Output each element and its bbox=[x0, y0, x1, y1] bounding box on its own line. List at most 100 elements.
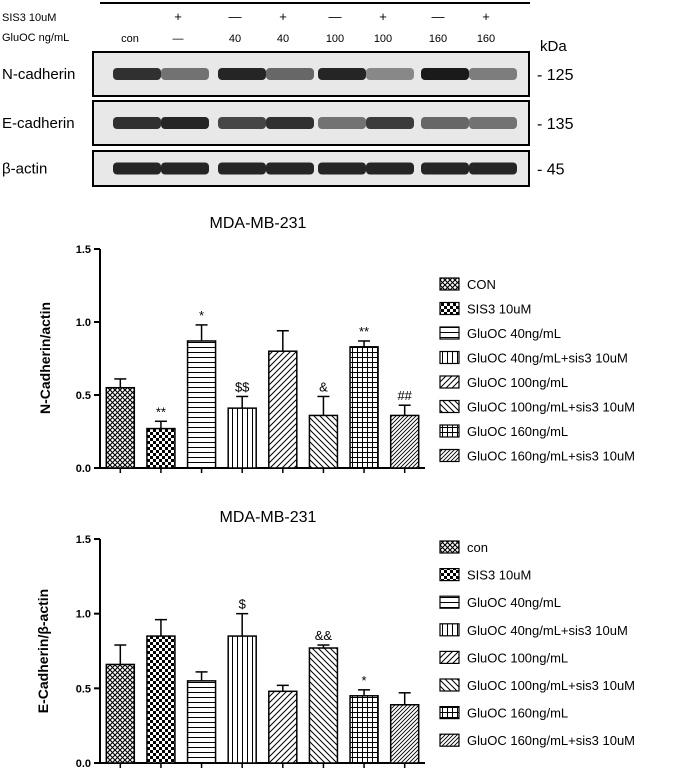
blot-band bbox=[266, 68, 314, 80]
bar bbox=[349, 695, 379, 764]
treatment-label-sis3: SIS3 10uM bbox=[2, 12, 56, 24]
legend-item: GluOC 40ng/mL+sis3 10uM bbox=[467, 623, 628, 638]
y-tick-label: 1.5 bbox=[76, 244, 91, 256]
blot-band bbox=[421, 68, 469, 80]
treatment-mark: con bbox=[121, 33, 139, 45]
blot-band bbox=[318, 117, 366, 129]
chart1-plot: 0.00.51.01.5***$$ &**## bbox=[76, 244, 425, 475]
data-label: && bbox=[315, 628, 333, 643]
bar bbox=[105, 386, 136, 469]
legend-item: SIS3 10uM bbox=[467, 568, 531, 583]
bar bbox=[227, 635, 257, 764]
treatment-mark: 160 bbox=[429, 33, 447, 45]
blot-band bbox=[469, 68, 517, 80]
legend-swatch bbox=[439, 375, 460, 389]
treatment-mark: + bbox=[379, 9, 387, 24]
western-blot: SIS3 10uM GluOC ng/mL kDa + — + — + — + con — 40 4… bbox=[2, 2, 574, 187]
y-tick-label: 0.0 bbox=[76, 758, 91, 769]
blot-rows: N-cadherin - 125 E-cadherin - 135 β-actin - 4… bbox=[2, 51, 574, 187]
blot-kda-marker: - 135 bbox=[537, 116, 574, 133]
legend-item: GluOC 100ng/mL+sis3 10uM bbox=[467, 400, 635, 415]
blot-band bbox=[161, 162, 209, 175]
legend-swatch bbox=[439, 595, 460, 609]
treatment-mark: + bbox=[482, 9, 490, 24]
legend-swatch bbox=[439, 678, 460, 692]
bar bbox=[186, 340, 217, 469]
chart1-title: MDA-MB-231 bbox=[210, 215, 307, 232]
bar bbox=[105, 663, 136, 764]
chart-e-cadherin: MDA-MB-231 E-Cadherin/β-actin 0.0 0.5 1.0 1… bbox=[35, 509, 635, 769]
blot-band bbox=[266, 117, 314, 129]
legend-item: GluOC 40ng/mL bbox=[467, 595, 561, 610]
blot-band bbox=[366, 117, 414, 129]
blot-band bbox=[469, 162, 517, 175]
bar bbox=[227, 407, 257, 469]
blot-row-label: E-cadherin bbox=[2, 115, 75, 132]
treatment-label-gluoc: GluOC ng/mL bbox=[2, 32, 69, 44]
treatment-mark: — bbox=[229, 9, 242, 24]
legend-item: GluOC 100ng/mL bbox=[467, 375, 568, 390]
legend-item: con bbox=[467, 540, 488, 555]
treatment-mark: 40 bbox=[277, 33, 289, 45]
legend-item: CON bbox=[467, 277, 496, 292]
bar bbox=[268, 350, 298, 469]
treatment-marks: + — + — + — + con — 40 40 100 100 160 160 bbox=[121, 9, 495, 45]
bar bbox=[308, 647, 339, 764]
legend-swatch bbox=[439, 277, 460, 291]
y-tick-label: 1.5 bbox=[76, 534, 91, 546]
bar bbox=[186, 680, 217, 764]
data-label: & bbox=[319, 379, 328, 394]
blot-band bbox=[266, 162, 314, 175]
treatment-mark: — bbox=[173, 33, 184, 45]
data-label: ** bbox=[156, 404, 166, 419]
blot-band bbox=[218, 162, 266, 175]
chart1-legend: CON SIS3 10uM GluOC 40ng/mL GluOC 40ng/mL+s… bbox=[439, 277, 635, 464]
blot-band bbox=[469, 117, 517, 129]
blot-band bbox=[218, 68, 266, 80]
blot-band bbox=[421, 117, 469, 129]
treatment-mark: — bbox=[329, 9, 342, 24]
blot-band bbox=[421, 162, 469, 175]
treatment-mark: 100 bbox=[326, 33, 344, 45]
blot-band bbox=[318, 162, 366, 175]
data-label: * bbox=[199, 308, 204, 323]
legend-swatch bbox=[439, 567, 460, 582]
blot-band bbox=[113, 68, 161, 80]
data-label: $$ bbox=[235, 379, 250, 394]
data-label: ## bbox=[397, 388, 412, 403]
chart1-ylabel: N-Cadherin/actin bbox=[37, 302, 53, 414]
y-tick-label: 1.0 bbox=[76, 317, 91, 329]
kda-label: kDa bbox=[540, 38, 567, 55]
blot-band bbox=[161, 68, 209, 80]
data-label: * bbox=[362, 673, 367, 688]
chart2-ylabel: E-Cadherin/β-actin bbox=[35, 589, 51, 713]
legend-item: GluOC 40ng/mL bbox=[467, 326, 561, 341]
treatment-mark: 40 bbox=[229, 33, 241, 45]
legend-swatch bbox=[439, 448, 460, 463]
bar bbox=[146, 427, 176, 469]
blot-band bbox=[366, 162, 414, 175]
legend-item: GluOC 160ng/mL bbox=[467, 424, 568, 439]
legend-item: SIS3 10uM bbox=[467, 302, 531, 317]
y-tick-label: 1.0 bbox=[76, 609, 91, 621]
chart2-plot: 0.0 0.5 1.0 1.5 $ && * bbox=[76, 534, 425, 769]
bar bbox=[389, 414, 420, 469]
legend-swatch bbox=[439, 623, 460, 637]
legend-swatch bbox=[439, 705, 460, 720]
treatment-mark: + bbox=[174, 9, 182, 24]
bar bbox=[308, 414, 339, 469]
legend-item: GluOC 40ng/mL+sis3 10uM bbox=[467, 351, 628, 366]
blot-row-label: N-cadherin bbox=[2, 66, 75, 83]
chart2-title: MDA-MB-231 bbox=[220, 509, 317, 526]
legend-item: GluOC 160ng/mL+sis3 10uM bbox=[467, 733, 635, 748]
legend-swatch bbox=[439, 540, 460, 554]
chart2-legend: con SIS3 10uM GluOC 40ng/mL GluOC 40ng/mL+s… bbox=[439, 540, 635, 748]
blot-band bbox=[113, 117, 161, 129]
bar bbox=[146, 635, 176, 764]
treatment-mark: 160 bbox=[477, 33, 495, 45]
blot-band bbox=[318, 68, 366, 80]
legend-item: GluOC 100ng/mL+sis3 10uM bbox=[467, 678, 635, 693]
legend-item: GluOC 100ng/mL bbox=[467, 650, 568, 665]
y-tick-label: 0.5 bbox=[76, 683, 91, 695]
